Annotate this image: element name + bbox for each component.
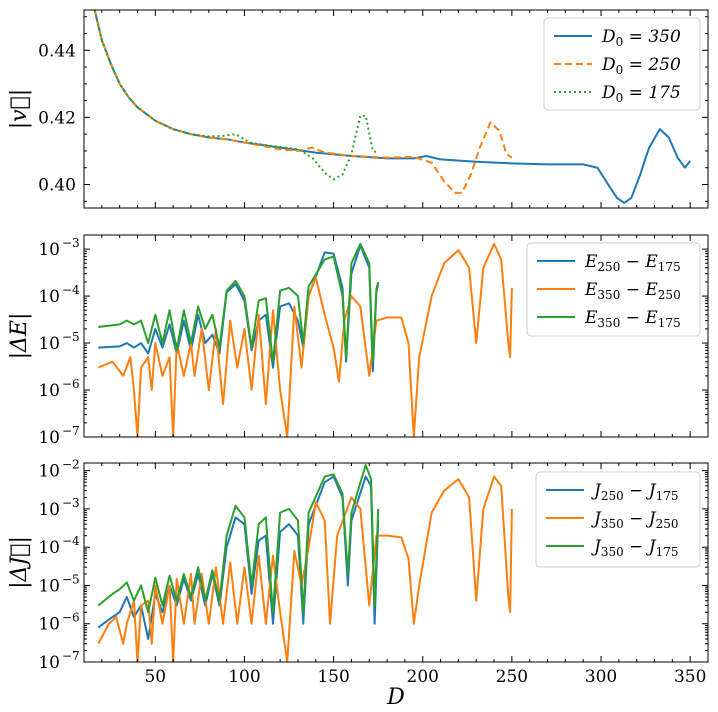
axes-frame <box>83 9 709 209</box>
x-tick-label: 200 <box>407 667 439 687</box>
y-tick-label: 10 <box>38 334 60 354</box>
panel-2: 10−710−610−510−410 −3|ΔE|E250 − E175E350 … <box>7 234 709 448</box>
x-tick-label: 250 <box>496 667 528 687</box>
legend-label: E350 − E250 <box>584 280 681 302</box>
legend-label: J350 − J175 <box>591 537 679 559</box>
x-tick-label: 150 <box>317 667 349 687</box>
y-tick-label: 10 <box>38 576 60 596</box>
y-tick-label: 10 <box>38 287 60 307</box>
y-tick-exponent: −4 <box>62 534 80 548</box>
y-tick-label: 0.40 <box>38 176 76 196</box>
y-tick-label: 0.44 <box>38 41 76 61</box>
legend-label: J250 − J175 <box>591 481 679 503</box>
y-tick-label: 10 <box>38 462 60 482</box>
y-tick-exponent: −7 <box>62 424 80 438</box>
y-tick-exponent: −7 <box>62 649 80 663</box>
series-line-1 <box>97 475 380 640</box>
series-line-3 <box>93 10 379 181</box>
series-line-2 <box>97 475 513 662</box>
x-tick-label: 100 <box>228 667 260 687</box>
series-line-2 <box>97 242 513 437</box>
y-tick-label: 10 <box>38 653 60 673</box>
legend-box <box>543 17 701 111</box>
panel-3: 50 100 150 200 250 300 35010−710−610−510−410−3… <box>7 458 709 687</box>
series-line-3 <box>98 242 380 363</box>
y-tick-exponent: −4 <box>62 283 80 297</box>
y-tick-label: 10 <box>38 381 60 401</box>
legend-label: D0 = 350 <box>601 27 681 49</box>
series-line-2 <box>93 10 513 194</box>
y-tick-exponent: −5 <box>62 330 80 344</box>
y-tick-label: 10 <box>38 500 60 520</box>
y-tick-exponent: −6 <box>62 611 80 625</box>
y-tick-label: 10 <box>38 240 60 260</box>
legend-label: D0 = 250 <box>601 55 681 77</box>
x-tick-label: 300 <box>585 667 617 687</box>
legend-box <box>535 471 701 568</box>
y-tick-exponent: −3 <box>62 236 80 250</box>
panel-1: 0.40 0.42 0.44 |v⃗| D0 = 350 D0 = 250 D0 = 175 <box>7 9 709 209</box>
y-tick-label: 10 <box>38 615 60 635</box>
x-tick-label: 350 <box>674 667 706 687</box>
legend-label: D0 = 175 <box>601 83 681 105</box>
legend-label: E250 − E175 <box>584 252 681 274</box>
x-tick-label: 50 <box>144 667 166 687</box>
y-tick-label: 10 <box>38 538 60 558</box>
y-tick-exponent: −3 <box>62 496 80 510</box>
series-line-3 <box>97 464 380 614</box>
legend-label: E350 − E175 <box>584 308 681 330</box>
legend-box <box>526 242 701 337</box>
y-tick-exponent: −6 <box>62 377 80 391</box>
axes-frame <box>83 234 709 438</box>
y-tick-exponent: −2 <box>62 458 80 472</box>
y-axis-label: |ΔE| <box>7 313 32 360</box>
y-tick-label: 10 <box>38 428 60 448</box>
y-axis-label: |ΔJ⃗| <box>7 536 32 589</box>
y-tick-label: 0.42 <box>38 108 76 128</box>
y-axis-label: |v⃗| <box>7 89 32 129</box>
y-tick-exponent: −5 <box>62 572 80 586</box>
legend-label: J350 − J250 <box>591 509 679 531</box>
x-axis-label: D <box>386 685 405 710</box>
